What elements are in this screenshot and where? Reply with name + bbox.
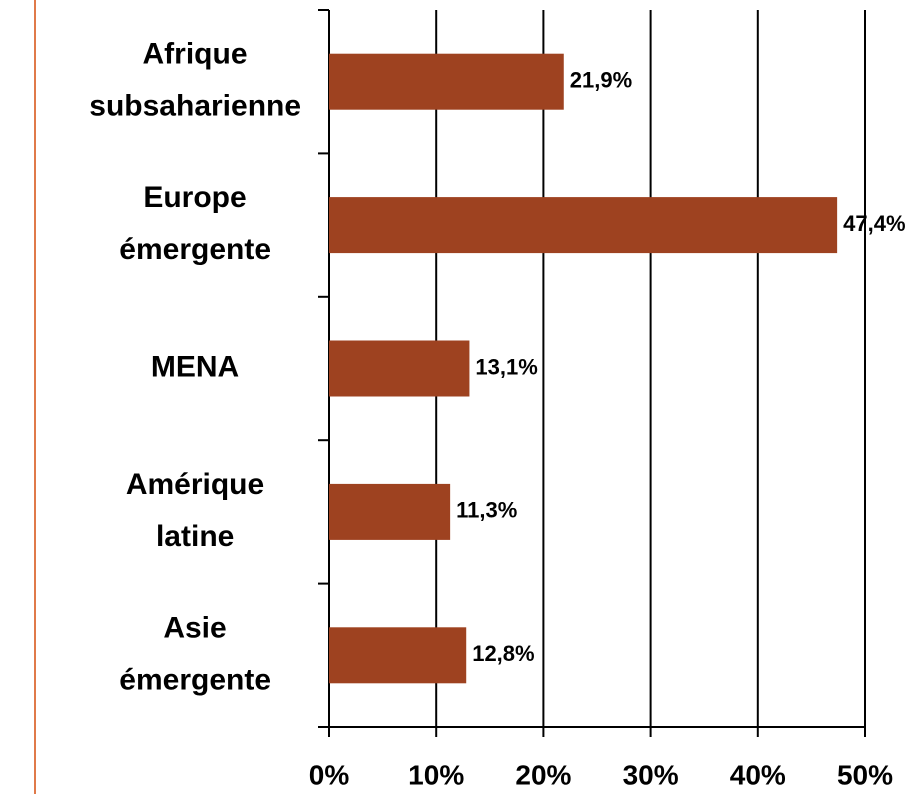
value-label: 13,1%	[475, 354, 537, 379]
y-tick-label: Afrique subsaharienne	[81, 38, 301, 123]
bar	[329, 197, 838, 254]
bar	[329, 627, 467, 684]
bar	[329, 53, 564, 110]
y-tick-label: Asie émergente	[111, 611, 271, 696]
x-tick-label: 0%	[309, 759, 350, 790]
y-tick-label: Europe émergente	[111, 181, 271, 266]
x-tick-label: 40%	[730, 759, 786, 790]
x-tick-label: 50%	[837, 759, 893, 790]
x-tick-label: 20%	[515, 759, 571, 790]
bar	[329, 483, 451, 540]
x-tick-label: 10%	[408, 759, 464, 790]
value-label: 21,9%	[570, 68, 632, 93]
value-label: 47,4%	[843, 211, 905, 236]
value-label: 11,3%	[456, 498, 517, 523]
y-tick-label: Amérique latine	[126, 468, 264, 553]
x-tick-label: 30%	[623, 759, 679, 790]
y-tick-label: MENA	[151, 350, 239, 383]
value-label: 12,8%	[472, 641, 534, 666]
bar	[329, 340, 470, 397]
